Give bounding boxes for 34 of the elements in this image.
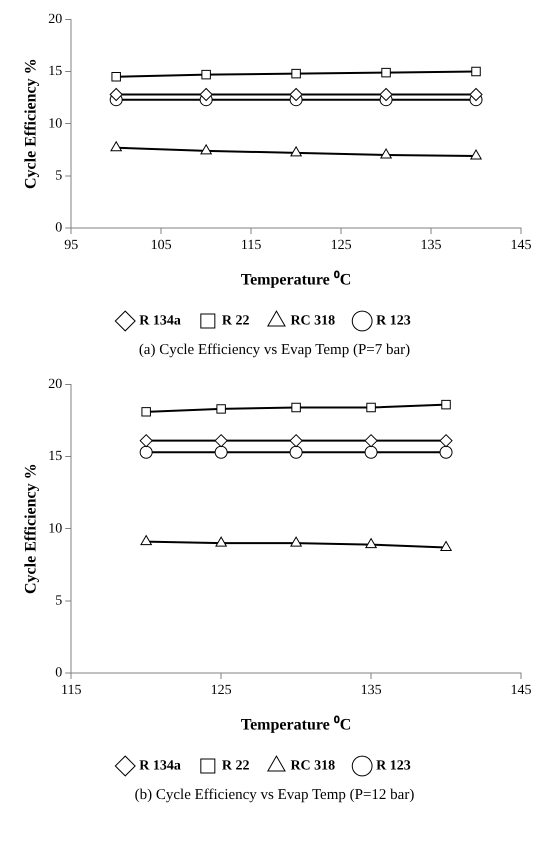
- x-tick-label: 145: [510, 238, 532, 254]
- y-tick-label: 20: [48, 12, 62, 28]
- y-tick-label: 0: [55, 666, 62, 681]
- legend-label: RC 318: [290, 314, 336, 329]
- x-tick-label: 125: [330, 238, 352, 254]
- x-tick-label: 125: [210, 683, 232, 698]
- y-axis-title: Cycle Efficiency %: [22, 58, 40, 190]
- legend-label: R 22: [222, 314, 250, 329]
- legend-label: R 22: [222, 758, 250, 774]
- text: (b) Cycle Efficiency vs Evap Temp (P=12 bar): [134, 787, 416, 804]
- x-tick-label: 95: [64, 238, 78, 254]
- y-tick-label: 15: [48, 64, 62, 80]
- y-tick-label: 0: [55, 220, 62, 236]
- x-tick-label: 105: [150, 238, 172, 254]
- legend-label: R 123: [376, 758, 411, 774]
- legend-label: R 134a: [139, 314, 181, 329]
- x-tick-label: 135: [360, 683, 382, 698]
- x-tick-label: 115: [60, 683, 82, 698]
- x-tick-label: 135: [420, 238, 442, 254]
- x-tick-label: 115: [240, 238, 262, 254]
- y-tick-label: 15: [48, 449, 62, 464]
- y-axis-title: Cycle Efficiency %: [22, 463, 40, 594]
- legend-label: R 134a: [139, 758, 181, 774]
- x-axis-title: Temperature ⁰C: [240, 270, 352, 289]
- x-tick-label: 145: [510, 683, 532, 698]
- y-tick-label: 20: [48, 377, 62, 392]
- text: (a) Cycle Efficiency vs Evap Temp (P=7 bar): [138, 342, 412, 359]
- x-axis-title: Temperature ⁰C: [240, 716, 352, 734]
- legend-label: R 123: [376, 314, 411, 329]
- y-tick-label: 5: [55, 594, 62, 609]
- y-tick-label: 5: [55, 168, 62, 184]
- legend-label: RC 318: [290, 758, 336, 774]
- y-tick-label: 10: [48, 521, 62, 536]
- y-tick-label: 10: [48, 116, 62, 132]
